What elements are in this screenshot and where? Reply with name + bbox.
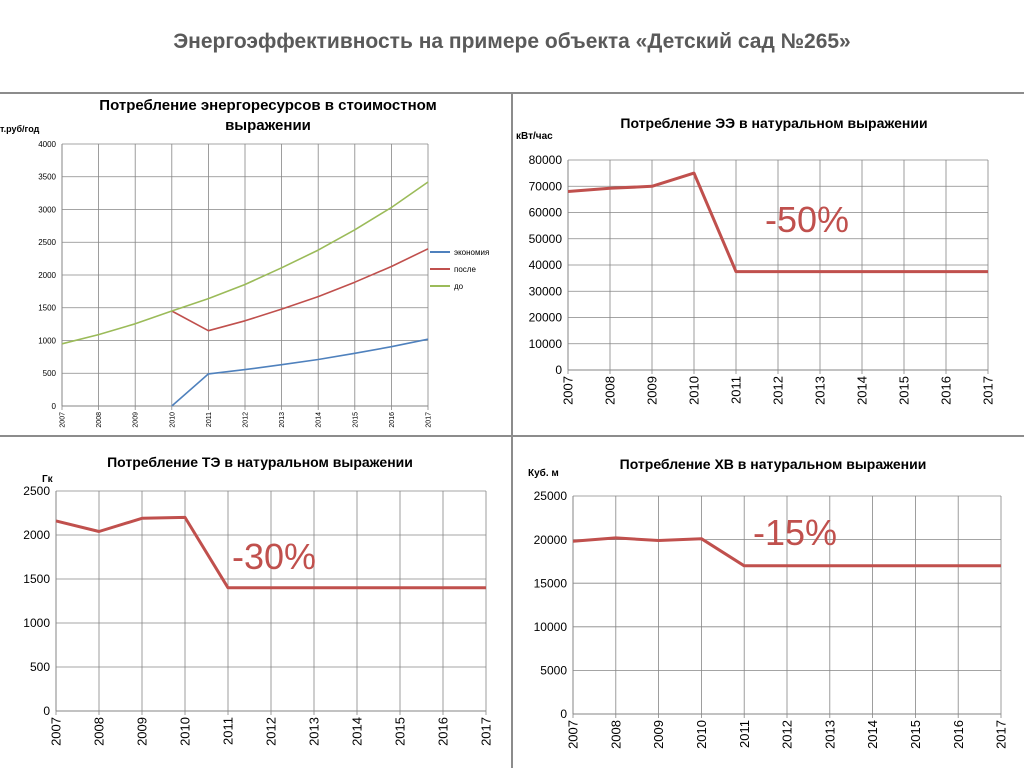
x-tick-label: 2013 xyxy=(813,376,828,405)
x-tick-label: 2015 xyxy=(897,376,912,405)
x-tick-label: 2015 xyxy=(352,412,359,428)
legend-label: после xyxy=(454,265,476,274)
y-tick-label: 15000 xyxy=(534,576,568,590)
x-tick-label: 2007 xyxy=(566,720,581,749)
y-tick-label: 2500 xyxy=(23,484,50,498)
y-axis-label: Гк xyxy=(42,474,54,485)
x-tick-label: 2011 xyxy=(729,376,744,404)
x-tick-label: 2011 xyxy=(737,720,752,748)
x-tick-label: 2016 xyxy=(951,720,966,749)
y-tick-label: 10000 xyxy=(534,620,568,634)
legend-label: до xyxy=(454,282,464,291)
x-tick-label: 2007 xyxy=(59,412,66,428)
y-tick-label: 3000 xyxy=(38,205,56,214)
x-tick-label: 2013 xyxy=(822,720,837,749)
x-tick-label: 2010 xyxy=(178,717,193,746)
x-tick-label: 2007 xyxy=(49,717,64,746)
y-tick-label: 1000 xyxy=(38,336,56,345)
x-tick-label: 2012 xyxy=(264,717,279,746)
x-tick-label: 2009 xyxy=(651,720,666,749)
y-tick-label: 1500 xyxy=(23,572,50,586)
chart-title: Потребление ТЭ в натуральном выражении xyxy=(107,454,413,470)
chart-title: Потребление ХВ в натуральном выражении xyxy=(620,456,927,472)
y-tick-label: 40000 xyxy=(529,258,563,272)
x-tick-label: 2013 xyxy=(279,412,286,428)
series-line-0 xyxy=(572,536,1001,568)
y-tick-label: 3500 xyxy=(38,173,56,182)
chart-title: Потребление ЭЭ в натуральном выражении xyxy=(620,115,927,131)
water-consumption-chart: Потребление ХВ в натуральном выражении Ку… xyxy=(528,456,1009,749)
y-tick-label: 2000 xyxy=(23,528,50,542)
x-tick-label: 2014 xyxy=(316,412,323,428)
y-tick-label: 30000 xyxy=(529,284,563,298)
x-tick-label: 2011 xyxy=(221,717,236,745)
y-tick-label: 2000 xyxy=(38,271,56,280)
cost-consumption-chart: Потребление энергоресурсов в стоимостном… xyxy=(0,97,489,428)
x-tick-label: 2008 xyxy=(603,376,618,405)
x-tick-label: 2014 xyxy=(350,717,365,746)
x-tick-label: 2016 xyxy=(939,376,954,405)
x-tick-label: 2008 xyxy=(96,412,103,428)
y-tick-label: 2500 xyxy=(38,238,56,247)
page-title: Энергоэффективность на примере объекта «… xyxy=(173,30,851,53)
reduction-annotation: -15% xyxy=(753,512,837,553)
y-tick-label: 0 xyxy=(560,707,567,721)
x-tick-label: 2010 xyxy=(169,412,176,428)
y-tick-label: 500 xyxy=(43,369,57,378)
y-axis-label: Куб. м xyxy=(528,467,559,479)
reduction-annotation: -30% xyxy=(232,536,316,577)
y-tick-label: 20000 xyxy=(534,533,568,547)
x-tick-label: 2012 xyxy=(780,720,795,749)
x-tick-label: 2014 xyxy=(855,376,870,405)
x-tick-label: 2012 xyxy=(242,412,249,428)
y-tick-label: 60000 xyxy=(529,206,563,220)
y-tick-label: 50000 xyxy=(529,232,563,246)
y-tick-label: 1000 xyxy=(23,616,50,630)
legend-label: экономия xyxy=(454,248,489,257)
y-tick-label: 10000 xyxy=(529,337,563,351)
electricity-consumption-chart: Потребление ЭЭ в натуральном выражении кВ… xyxy=(516,115,996,405)
x-tick-label: 2017 xyxy=(425,412,432,428)
x-tick-label: 2009 xyxy=(133,412,140,428)
y-tick-label: 25000 xyxy=(534,489,568,503)
y-tick-label: 0 xyxy=(555,363,562,377)
chart-title: выражении xyxy=(225,117,311,134)
y-tick-label: 5000 xyxy=(540,664,567,678)
chart-title: Потребление энергоресурсов в стоимостном xyxy=(99,97,436,114)
y-tick-label: 80000 xyxy=(529,153,563,167)
y-axis-label: т.руб/год xyxy=(0,124,40,134)
x-tick-label: 2017 xyxy=(981,376,996,405)
x-tick-label: 2009 xyxy=(645,376,660,405)
heat-consumption-chart: Потребление ТЭ в натуральном выражении Гк… xyxy=(23,454,494,746)
x-tick-label: 2016 xyxy=(389,412,396,428)
x-tick-label: 2008 xyxy=(92,717,107,746)
y-tick-label: 70000 xyxy=(529,179,563,193)
y-tick-label: 20000 xyxy=(529,311,563,325)
series-line-economy xyxy=(171,338,429,407)
series-line-0 xyxy=(567,171,988,274)
y-tick-label: 0 xyxy=(43,704,50,718)
x-tick-label: 2008 xyxy=(608,720,623,749)
x-tick-label: 2011 xyxy=(206,412,213,427)
x-tick-label: 2010 xyxy=(687,376,702,405)
series-line-before xyxy=(171,248,429,332)
y-tick-label: 4000 xyxy=(38,140,56,149)
x-tick-label: 2016 xyxy=(436,717,451,746)
x-tick-label: 2012 xyxy=(771,376,786,405)
x-tick-label: 2014 xyxy=(865,720,880,749)
y-tick-label: 1500 xyxy=(38,304,56,313)
x-tick-label: 2007 xyxy=(561,376,576,405)
x-tick-label: 2009 xyxy=(135,717,150,746)
y-tick-label: 500 xyxy=(30,660,50,674)
x-tick-label: 2017 xyxy=(994,720,1009,749)
divider-vertical xyxy=(511,92,513,768)
x-tick-label: 2013 xyxy=(307,717,322,746)
reduction-annotation: -50% xyxy=(765,199,849,240)
x-tick-label: 2015 xyxy=(908,720,923,749)
x-tick-label: 2010 xyxy=(694,720,709,749)
y-axis-label: кВт/час xyxy=(516,131,553,142)
x-tick-label: 2015 xyxy=(393,717,408,746)
y-tick-label: 0 xyxy=(52,402,57,411)
x-tick-label: 2017 xyxy=(479,717,494,746)
